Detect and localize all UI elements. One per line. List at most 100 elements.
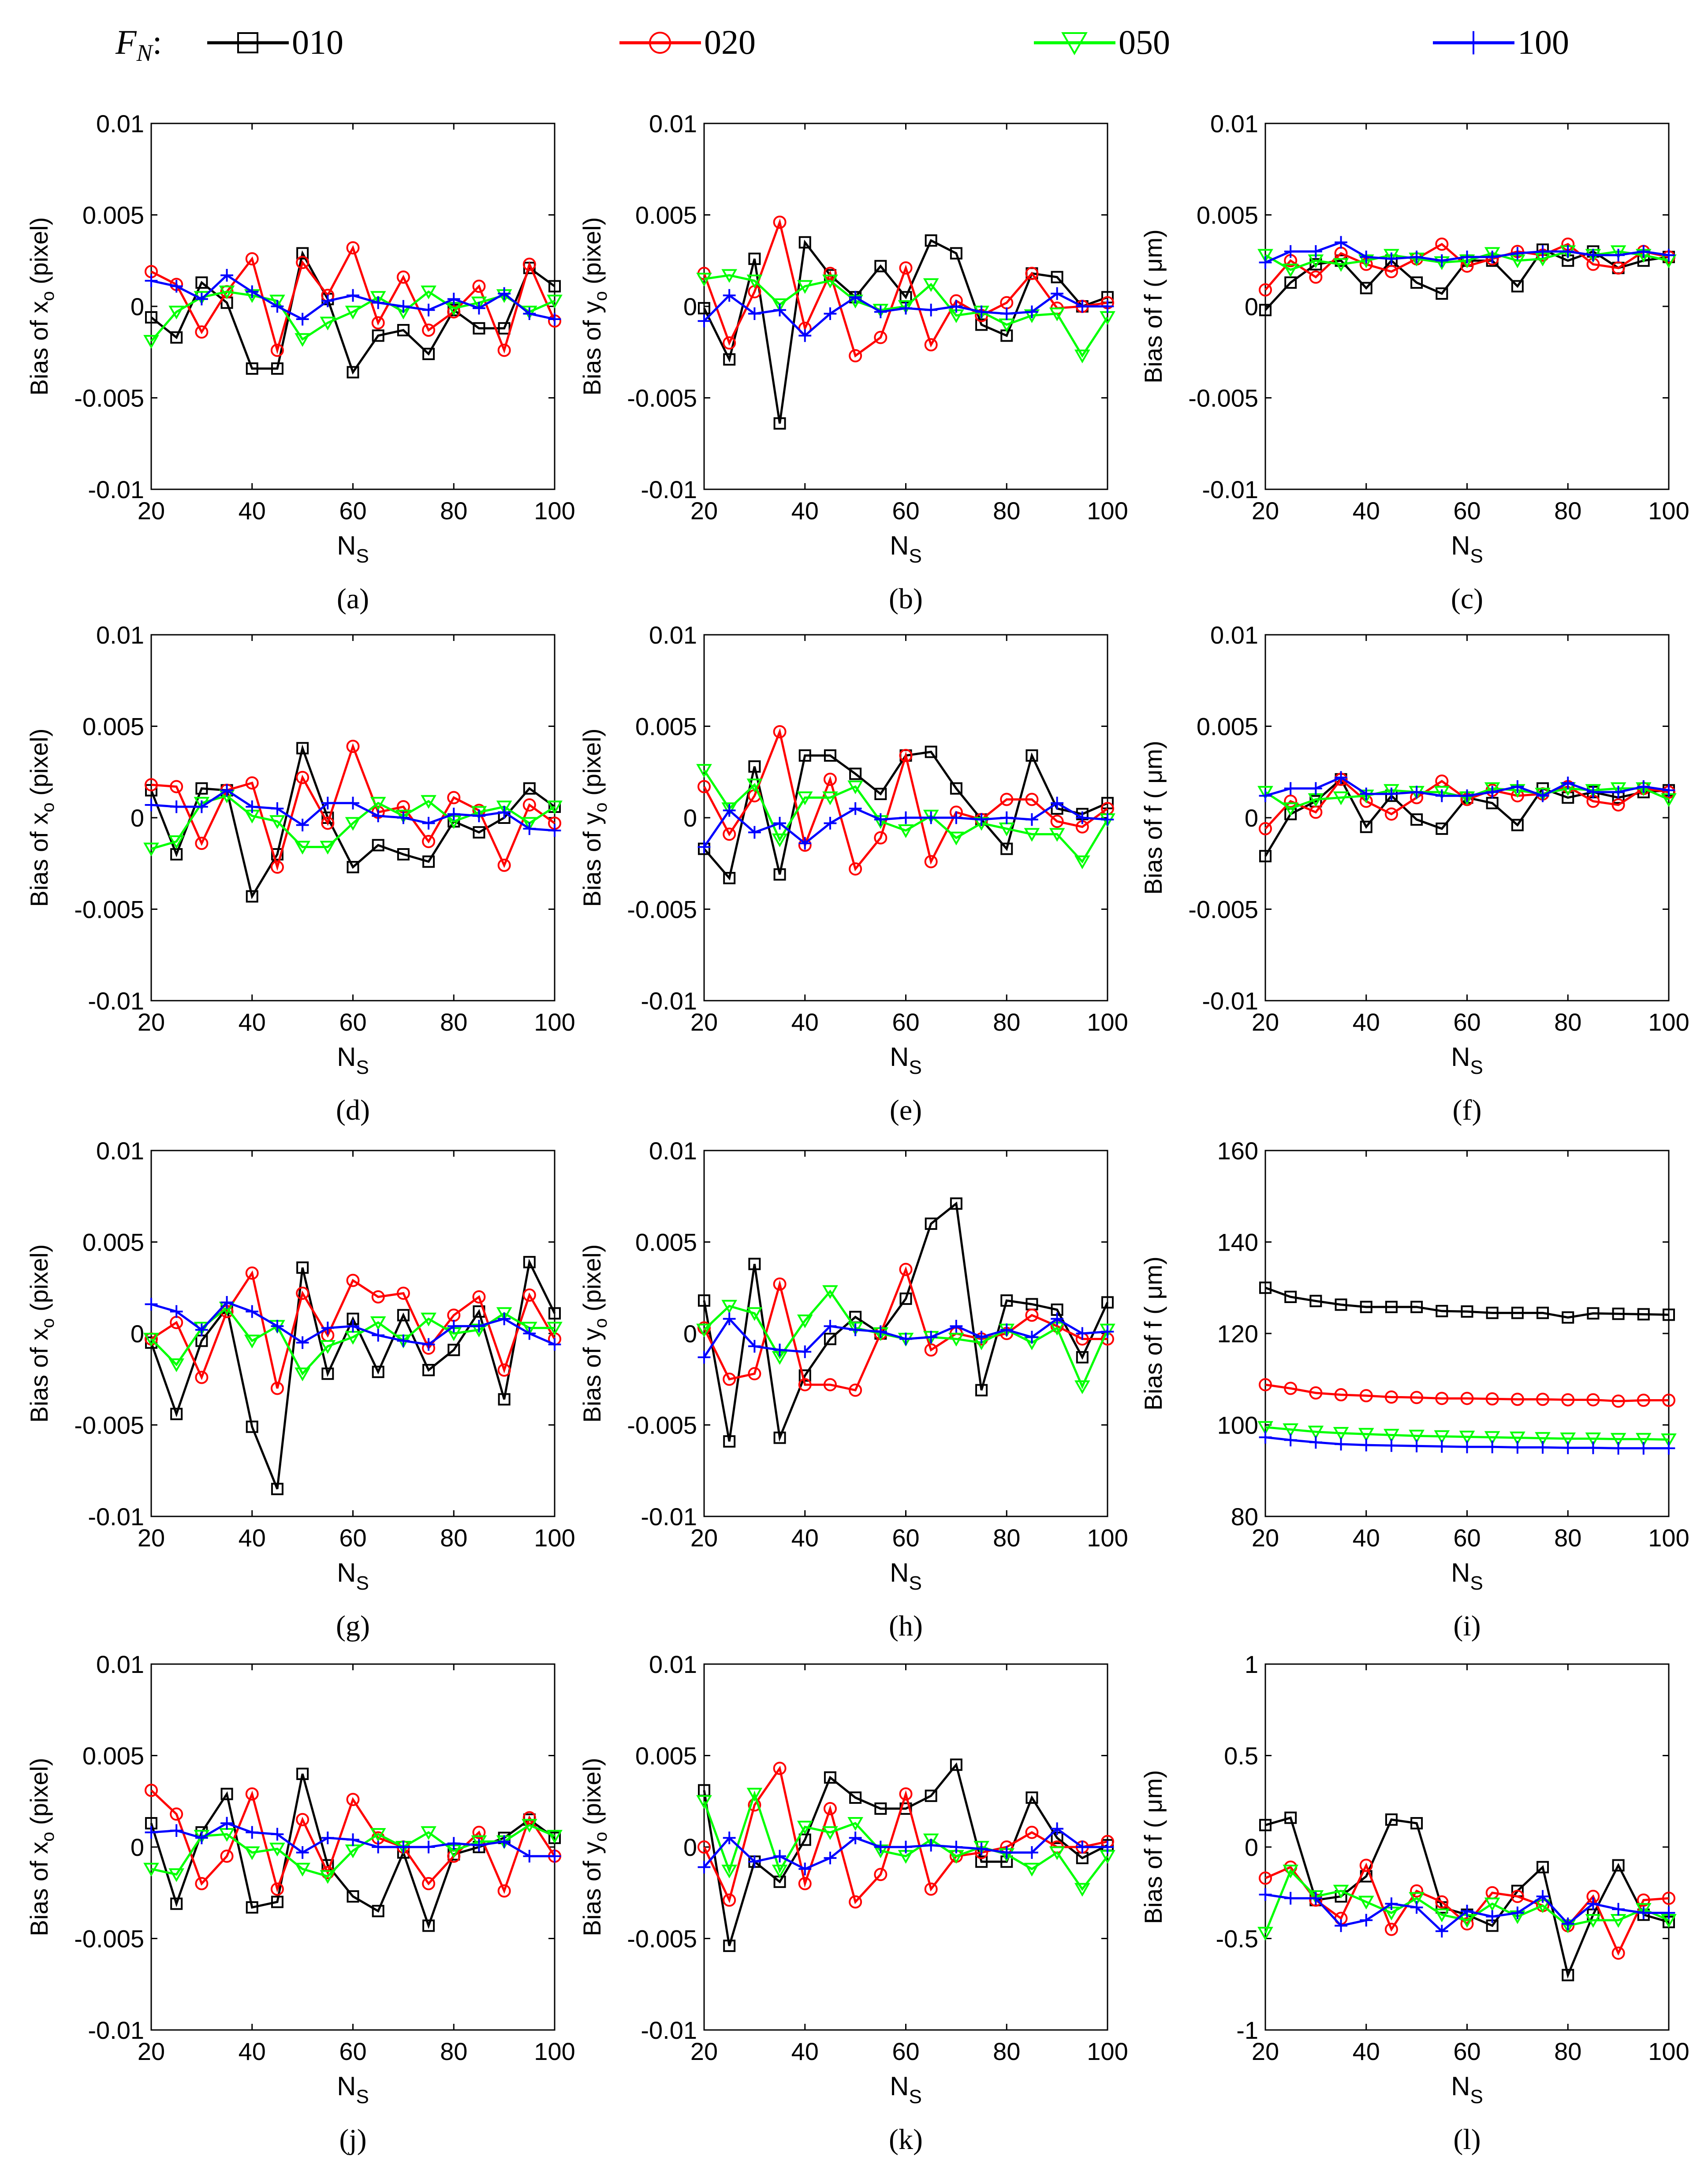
- data-point: [145, 1784, 158, 1797]
- data-point: [925, 745, 937, 758]
- data-point: [1587, 1897, 1600, 1911]
- data-point: [372, 1840, 385, 1854]
- data-point: [143, 842, 159, 857]
- data-point: [924, 338, 938, 352]
- data-point: [497, 858, 511, 872]
- data-point: [1026, 1846, 1038, 1859]
- series-line: [150, 290, 555, 342]
- y-tick-label: 0: [1245, 804, 1258, 832]
- legend-entry-010: 010: [207, 23, 343, 61]
- data-point: [1484, 247, 1500, 261]
- data-point: [421, 795, 436, 809]
- data-point: [950, 1840, 963, 1854]
- x-axis-label: NS: [890, 1558, 922, 1594]
- panel-c: 20 40 60 80 100 -0.01 -0.005 0 0.005 0.01 Bias of …: [1139, 110, 1689, 615]
- data-point: [1461, 1440, 1473, 1453]
- x-axis-label: NS: [1451, 1558, 1483, 1594]
- data-point: [1409, 1892, 1425, 1906]
- data-point: [798, 1877, 812, 1890]
- data-point: [1637, 1308, 1650, 1321]
- data-point: [422, 817, 435, 830]
- plot-area: [1264, 634, 1670, 1002]
- y-axis-label: Bias of yo (pixel): [578, 728, 611, 907]
- data-point: [422, 1338, 435, 1351]
- data-point: [473, 809, 485, 823]
- legend: FN: 010 020 050 100: [115, 23, 1569, 66]
- x-tick-label: 100: [1087, 2037, 1128, 2065]
- panel-e: 20 40 60 80 100 -0.01 -0.005 0 0.005 0.01 Bias of …: [578, 621, 1128, 1126]
- data-point: [269, 1843, 285, 1857]
- data-point: [1662, 1892, 1675, 1905]
- data-point: [723, 289, 736, 302]
- data-point: [1000, 1846, 1013, 1859]
- data-point: [396, 1286, 410, 1300]
- data-point: [1410, 1817, 1423, 1830]
- data-point: [321, 1831, 334, 1844]
- data-point: [1637, 1442, 1650, 1455]
- data-point: [899, 1333, 912, 1345]
- data-point: [347, 861, 359, 874]
- data-point: [296, 1261, 309, 1274]
- x-tick-label: 80: [440, 2037, 467, 2065]
- data-point: [498, 1312, 511, 1326]
- series-010: [145, 1256, 561, 1495]
- panel-h: 20 40 60 80 100 -0.01 -0.005 0 0.005 0.01 Bias of …: [578, 1137, 1128, 1642]
- y-tick-label: 0: [683, 804, 697, 832]
- data-point: [1435, 1925, 1448, 1938]
- y-axis-label: Bias of f ( μm): [1139, 1256, 1167, 1411]
- data-point: [723, 804, 736, 817]
- x-tick-label: 40: [1353, 1008, 1380, 1036]
- y-axis-label: Bias of xo (pixel): [25, 1758, 58, 1936]
- data-point: [925, 234, 937, 247]
- data-point: [1511, 1907, 1524, 1919]
- data-point: [1360, 787, 1373, 801]
- data-point: [1663, 1308, 1675, 1321]
- data-point: [245, 252, 259, 266]
- data-point: [497, 343, 511, 357]
- data-point: [523, 1256, 536, 1269]
- x-tick-label: 40: [791, 497, 819, 525]
- data-point: [1384, 1922, 1398, 1936]
- data-point: [1259, 1819, 1272, 1832]
- data-point: [1049, 828, 1065, 842]
- y-tick-label: 0.01: [96, 621, 144, 649]
- data-point: [1284, 1291, 1297, 1303]
- data-point: [696, 1323, 712, 1337]
- data-point: [447, 293, 460, 305]
- data-point: [1284, 1811, 1297, 1824]
- data-point: [1359, 1389, 1373, 1403]
- data-point: [1384, 784, 1399, 798]
- data-point: [1259, 256, 1272, 269]
- data-point: [1486, 1440, 1499, 1453]
- data-point: [1385, 787, 1398, 801]
- data-point: [1101, 300, 1114, 313]
- series-020: [697, 725, 1114, 876]
- data-point: [522, 798, 536, 812]
- data-point: [1101, 1840, 1114, 1854]
- y-tick-label: -0.005: [74, 1925, 144, 1953]
- x-tick-label: 20: [138, 497, 165, 525]
- data-point: [422, 1840, 435, 1854]
- data-point: [145, 778, 158, 792]
- data-point: [847, 780, 863, 794]
- data-point: [1562, 1969, 1574, 1981]
- data-point: [170, 800, 183, 813]
- y-tick-label: 0.005: [82, 201, 144, 229]
- x-tick-label: 40: [1353, 1524, 1380, 1552]
- data-point: [170, 279, 183, 293]
- data-point: [1283, 802, 1299, 816]
- data-point: [270, 1382, 284, 1395]
- data-point: [975, 1384, 988, 1397]
- data-point: [347, 797, 359, 810]
- data-point: [1611, 1946, 1625, 1960]
- series-line: [1265, 1383, 1669, 1403]
- data-point: [145, 798, 158, 812]
- data-point: [497, 1884, 511, 1898]
- data-point: [975, 1842, 988, 1855]
- data-point: [522, 257, 536, 271]
- data-point: [1561, 1393, 1575, 1407]
- data-point: [823, 772, 837, 786]
- data-point: [472, 1290, 486, 1304]
- data-point: [1283, 1864, 1299, 1879]
- x-axis-label: NS: [1451, 2071, 1483, 2108]
